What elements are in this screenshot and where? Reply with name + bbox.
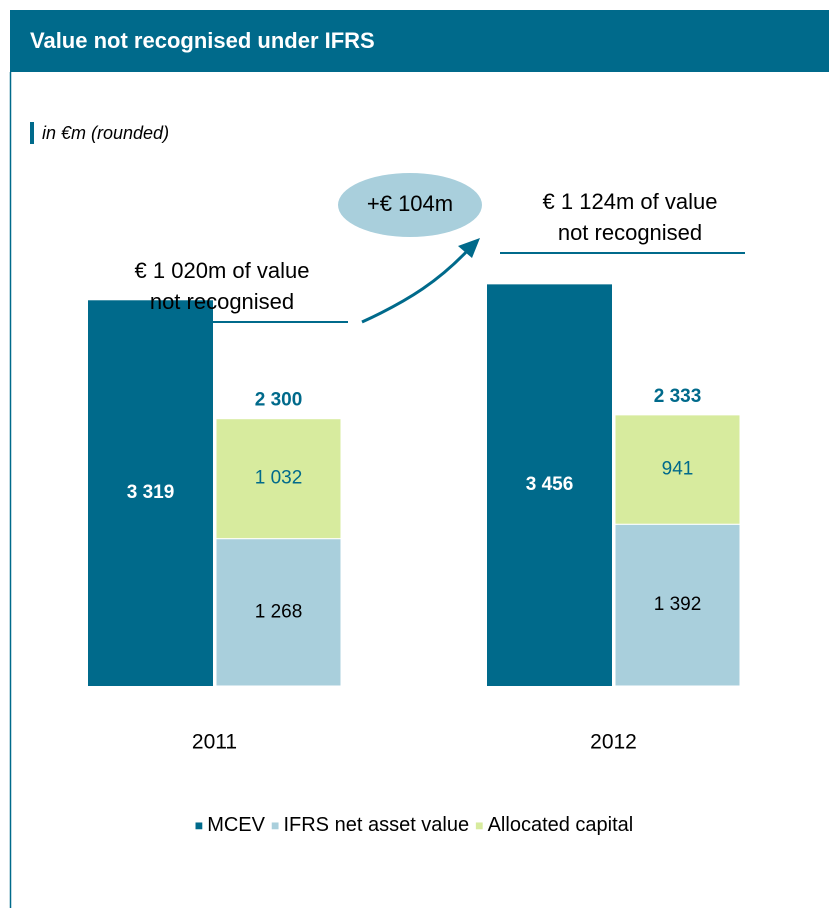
- value-label: 1 032: [255, 468, 303, 489]
- bar-segment: [614, 523, 741, 687]
- bar: [487, 284, 612, 686]
- chart-title: Value not recognised under IFRS: [30, 28, 375, 53]
- header-band: [10, 10, 829, 72]
- legend-label: Allocated capital: [488, 814, 634, 836]
- annotation: not recognised: [150, 289, 294, 314]
- legend-label: IFRS net asset value: [283, 814, 469, 836]
- legend-label: MCEV: [207, 814, 265, 836]
- legend-swatch: ■: [475, 817, 483, 833]
- x-tick-label: 2011: [192, 731, 237, 754]
- bar-segment: [215, 418, 342, 540]
- value-label: 1 392: [654, 594, 702, 615]
- subtitle: in €m (rounded): [42, 123, 169, 143]
- value-label: 941: [662, 459, 694, 480]
- total-label: 2 333: [654, 386, 702, 407]
- delta-bubble: [338, 173, 482, 237]
- legend-swatch: ■: [271, 817, 279, 833]
- bar-segment: [614, 414, 741, 525]
- value-label: 1 268: [255, 601, 303, 622]
- x-tick-label: 2012: [590, 731, 637, 754]
- delta-annotation: +€ 104m: [367, 191, 453, 216]
- legend-swatch: ■: [195, 817, 203, 833]
- bar-segment: [215, 538, 342, 687]
- annotation: not recognised: [558, 220, 702, 245]
- arrow-head: [458, 238, 480, 258]
- annotation: € 1 020m of value: [135, 258, 310, 283]
- total-label: 2 300: [255, 390, 303, 411]
- annotation: € 1 124m of value: [543, 189, 718, 214]
- value-label: 3 319: [127, 482, 175, 503]
- subtitle-marker: [30, 122, 34, 144]
- value-label: 3 456: [526, 474, 574, 495]
- legend: ■ MCEV ■ IFRS net asset value ■ Allocated cap…: [195, 814, 634, 836]
- bar: [88, 300, 213, 686]
- arrow: [361, 246, 472, 324]
